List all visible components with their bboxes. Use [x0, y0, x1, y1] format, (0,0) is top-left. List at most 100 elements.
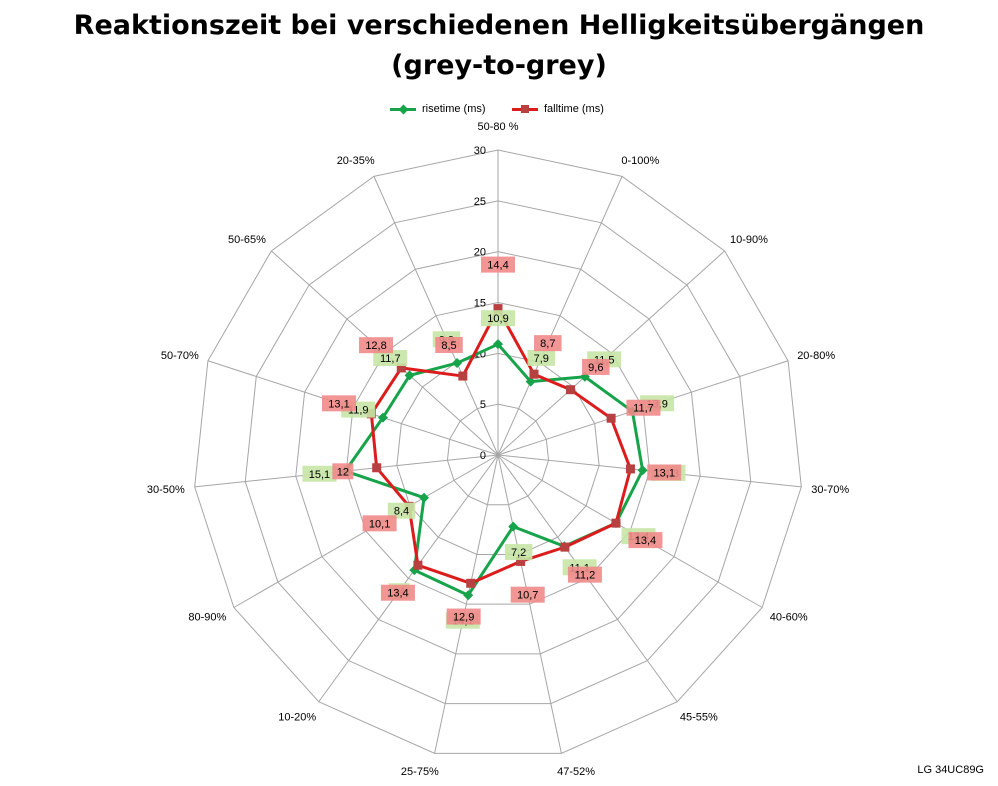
- data-label-box: [647, 464, 682, 481]
- risetime-point: [463, 590, 474, 601]
- data-label: 11,7: [380, 353, 401, 365]
- falltime-point: [606, 413, 616, 423]
- data-label-box: [527, 349, 555, 366]
- category-label: 10-20%: [278, 711, 316, 723]
- radial-tick-label: 5: [480, 399, 486, 411]
- data-label-box: [626, 399, 661, 416]
- falltime-point: [458, 371, 468, 381]
- category-label: 30-50%: [147, 484, 185, 496]
- legend-square-marker: [521, 105, 529, 113]
- data-label: 12,8: [365, 340, 386, 352]
- data-label-box: [359, 337, 394, 354]
- grid-spoke: [318, 454, 499, 703]
- data-label-box: [481, 256, 515, 273]
- data-label: 14,4: [487, 260, 508, 272]
- chart-legend: risetime (ms) falltime (ms): [0, 100, 998, 120]
- risetime-point: [508, 521, 519, 532]
- data-label: 12: [337, 466, 349, 478]
- radial-tick-label: 15: [474, 298, 486, 310]
- grid-spoke: [497, 176, 623, 456]
- data-label: 13,1: [328, 398, 349, 410]
- category-label: 47-52%: [557, 766, 595, 778]
- falltime-point: [566, 385, 576, 395]
- data-label: 7,9: [534, 353, 549, 365]
- data-label: 8,5: [441, 340, 456, 352]
- falltime-point: [413, 560, 423, 570]
- data-label-box: [380, 584, 415, 601]
- grid-ring-25: [244, 200, 752, 705]
- falltime-point: [516, 556, 526, 566]
- category-label: 25-75%: [401, 766, 439, 778]
- grid-ring-15: [345, 301, 651, 605]
- data-label-box: [321, 395, 356, 412]
- data-label-box: [582, 358, 610, 375]
- grid-spoke: [373, 176, 499, 456]
- category-label: 20-35%: [337, 155, 375, 167]
- risetime-point: [419, 492, 430, 503]
- data-label: 8,7: [540, 338, 555, 350]
- falltime-point: [493, 304, 503, 314]
- data-label: 12,9: [453, 612, 474, 624]
- data-label-box: [628, 532, 663, 549]
- data-label-box: [332, 463, 354, 480]
- series-line-falltime: [369, 307, 632, 585]
- radial-tick-label: 25: [474, 196, 486, 208]
- grid-ring-30: [194, 149, 802, 754]
- grid-spoke: [497, 454, 562, 754]
- data-label: 13,1: [654, 467, 675, 479]
- risetime-point: [525, 376, 536, 387]
- falltime-point: [560, 542, 570, 552]
- grid-ring-20: [295, 251, 701, 655]
- legend-label-risetime: risetime (ms): [422, 103, 486, 115]
- data-label: 10,1: [369, 518, 390, 530]
- radial-tick-label: 20: [474, 247, 486, 259]
- category-label: 50-65%: [228, 234, 266, 246]
- category-label: 50-80 %: [478, 121, 519, 133]
- category-label: 50-70%: [161, 350, 199, 362]
- series-line-risetime: [343, 342, 645, 597]
- risetime-point: [377, 412, 388, 423]
- data-label: 15,1: [309, 469, 330, 481]
- radial-tick-label: 0: [480, 450, 486, 462]
- category-label: 80-90%: [188, 612, 226, 624]
- data-label-box: [510, 586, 545, 603]
- risetime-point: [452, 358, 463, 369]
- category-label: 0-100%: [621, 155, 659, 167]
- data-label-box: [481, 310, 515, 327]
- data-label-box: [435, 336, 463, 353]
- grid-spoke: [434, 454, 499, 754]
- risetime-point: [404, 370, 415, 381]
- data-label: 8,4: [394, 506, 409, 518]
- data-label-box: [302, 465, 337, 482]
- data-label-box: [567, 566, 602, 583]
- radial-tick-label: 30: [474, 145, 486, 157]
- data-label-box: [534, 335, 562, 352]
- data-label-box: [362, 515, 397, 532]
- monitor-model-label: LG 34UC89G: [917, 764, 984, 776]
- data-label: 13,4: [387, 588, 408, 600]
- data-label: 9,6: [588, 362, 603, 374]
- falltime-point: [396, 363, 406, 373]
- chart-title-line-1: Reaktionszeit bei verschiedenen Helligke…: [73, 10, 925, 41]
- data-label: 7,2: [511, 547, 526, 559]
- data-label: 10,7: [517, 590, 538, 602]
- risetime-point: [493, 339, 503, 350]
- data-label-box: [387, 502, 416, 519]
- grid-ring-5: [446, 403, 550, 506]
- falltime-point: [466, 578, 476, 588]
- data-label-box: [504, 544, 533, 561]
- category-label: 30-70%: [811, 484, 849, 496]
- grid-ring-10: [396, 352, 600, 555]
- falltime-point: [372, 463, 382, 473]
- data-label: 11,2: [575, 570, 596, 582]
- data-label: 11,7: [633, 403, 654, 415]
- chart-title-line-2: (grey-to-grey): [391, 50, 607, 81]
- data-label-box: [446, 608, 481, 625]
- category-label: 10-90%: [730, 234, 768, 246]
- data-label: 10,9: [487, 313, 508, 325]
- risetime-point: [637, 465, 648, 476]
- falltime-point: [529, 369, 539, 379]
- legend-label-falltime: falltime (ms): [544, 103, 604, 115]
- data-label-box: [373, 350, 408, 367]
